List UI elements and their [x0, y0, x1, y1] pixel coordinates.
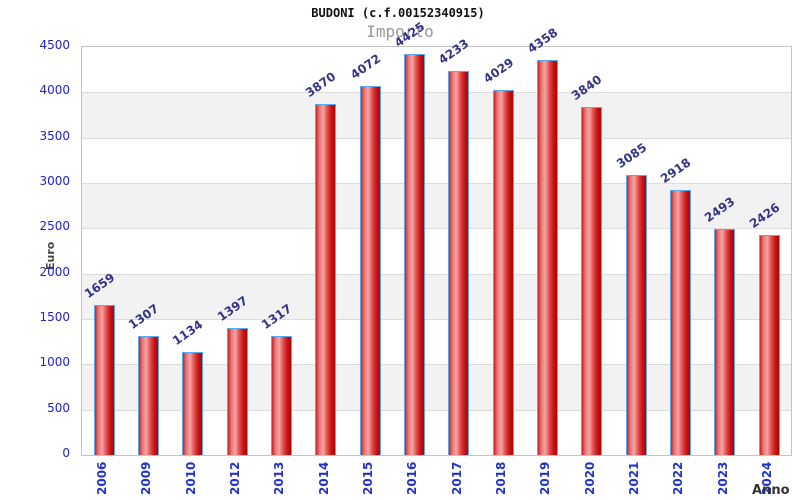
bar [182, 352, 204, 455]
bar [226, 328, 248, 455]
plot-band [82, 47, 791, 93]
x-tick-label: 2013 [272, 461, 287, 495]
bar [137, 336, 159, 455]
plot-band [82, 137, 791, 183]
y-tick-label: 1500 [39, 310, 70, 324]
x-tick-label: 2006 [95, 461, 109, 495]
bar [536, 59, 558, 455]
gridline [82, 183, 791, 184]
bar [315, 104, 337, 455]
x-tick-label: 2020 [582, 461, 597, 495]
bar [492, 89, 514, 455]
x-tick-label: 2016 [405, 461, 420, 495]
x-tick-label: 2023 [715, 461, 730, 495]
bar [270, 335, 292, 455]
gridline [82, 273, 791, 275]
x-tick-label: 2010 [183, 461, 198, 495]
chart-subtitle: Importo [366, 22, 434, 41]
gridline [82, 409, 791, 411]
x-axis-title: Anno [752, 483, 790, 498]
bar [581, 106, 603, 455]
x-tick-label: 2019 [538, 461, 553, 495]
y-tick-label: 1000 [39, 355, 70, 370]
chart-title: BUDONI (c.f.00152340915) [311, 6, 485, 20]
y-tick-label: 500 [47, 400, 70, 415]
bar [403, 53, 425, 455]
gridline [82, 319, 791, 320]
plot-area: 1659 1307 1134 1397 1317 3870 4072 4425 4233 4029… [81, 19, 792, 456]
bar [758, 235, 780, 455]
x-tick-label: 2012 [228, 461, 242, 495]
bar [359, 85, 381, 455]
gridline [82, 92, 791, 94]
y-tick-label: 3000 [39, 174, 70, 188]
x-tick-label: 2014 [316, 461, 331, 495]
x-tick-label: 2022 [671, 461, 686, 495]
x-tick-label: 2015 [361, 461, 375, 495]
x-tick-label: 2021 [627, 461, 641, 495]
y-tick-label: 0 [62, 446, 70, 460]
bar [448, 71, 470, 455]
bar [625, 175, 647, 455]
y-tick-label: 2000 [39, 264, 70, 279]
gridline [82, 228, 791, 230]
gridline [82, 137, 791, 139]
x-tick-label: 2017 [449, 461, 464, 495]
bar [714, 228, 736, 455]
y-tick-label: 3500 [39, 128, 70, 143]
bar [669, 190, 691, 455]
plot-band [82, 92, 791, 138]
x-tick-label: 2009 [139, 461, 154, 495]
x-tick-label: 2018 [494, 461, 508, 495]
y-tick-label: 4500 [39, 38, 70, 52]
gridline [82, 364, 791, 366]
bar [93, 304, 115, 455]
y-tick-label: 2500 [39, 219, 70, 234]
y-tick-label: 4000 [39, 83, 70, 98]
